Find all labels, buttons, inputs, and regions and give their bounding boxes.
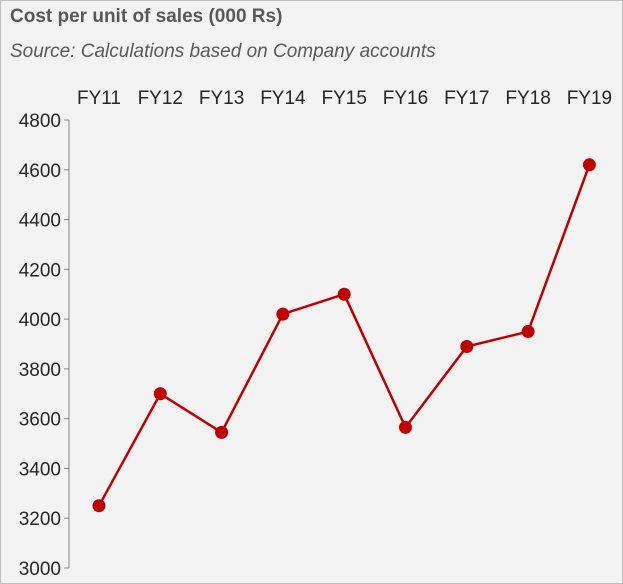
data-point (153, 387, 167, 401)
chart-title: Cost per unit of sales (000 Rs) (10, 6, 283, 27)
series-cost-per-unit (92, 158, 596, 513)
y-axis: 3000 3200 3400 3600 3800 4000 4200 4400 4600 4800 (19, 111, 70, 580)
y-tick-label: 4400 (19, 211, 61, 232)
data-point (276, 307, 290, 321)
data-point (582, 158, 596, 172)
y-tick-label: 3600 (19, 410, 61, 431)
series-line (97, 164, 591, 507)
data-point (92, 499, 106, 513)
data-point (399, 420, 412, 434)
x-axis: FY11 FY12 FY13 FY14 FY15 FY16 FY17 FY18 FY19 (77, 88, 612, 109)
x-category-label: FY16 (383, 88, 428, 109)
y-tick-label: 3800 (19, 360, 61, 381)
chart-subtitle: Source: Calculations based on Company ac… (10, 41, 436, 62)
x-category-label: FY11 (77, 88, 121, 109)
x-category-label: FY17 (444, 88, 489, 109)
y-tick-label: 4000 (19, 310, 61, 331)
x-category-label: FY14 (260, 88, 306, 109)
y-tick-label: 3000 (19, 559, 61, 580)
y-tick-label: 4800 (19, 111, 61, 132)
data-point (521, 325, 535, 339)
x-category-label: FY15 (321, 88, 366, 109)
y-tick-label: 3200 (19, 509, 61, 530)
x-category-label: FY19 (567, 88, 612, 109)
x-category-label: FY18 (505, 88, 550, 109)
x-category-label: FY12 (138, 88, 183, 109)
data-point (337, 287, 351, 301)
y-tick-label: 4600 (19, 161, 61, 182)
data-point (215, 425, 229, 439)
data-point (460, 339, 474, 353)
y-tick-label: 3400 (19, 459, 61, 480)
x-category-label: FY13 (199, 88, 244, 109)
y-tick-label: 4200 (19, 260, 61, 281)
